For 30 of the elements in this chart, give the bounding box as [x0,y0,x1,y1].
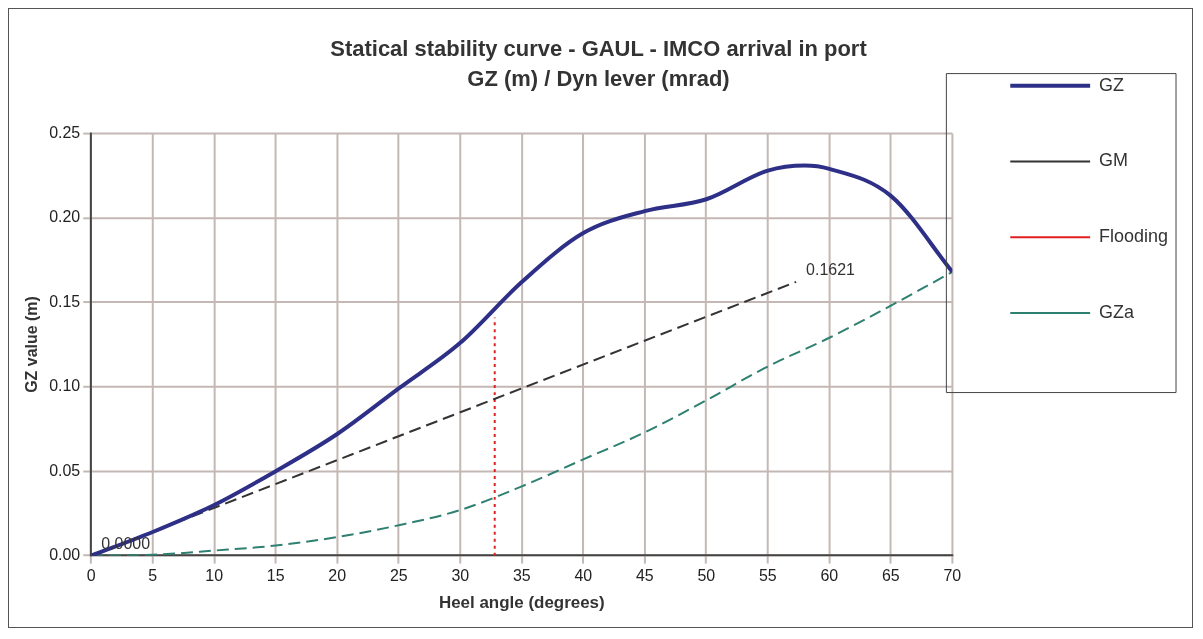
y-tick-label: 0.15 [49,292,81,310]
x-tick-label: 35 [512,566,531,584]
x-tick-label: 70 [943,566,962,584]
y-tick-label: 0.00 [49,546,81,564]
y-tick-label: 0.05 [49,461,81,479]
x-tick-label: 65 [881,566,900,584]
x-tick-label: 45 [635,566,654,584]
x-tick-label: 40 [574,566,593,584]
chart-subtitle: GZ (m) / Dyn lever (mrad) [467,66,730,92]
chart-title: Statical stability curve - GAUL - IMCO arrival in port [330,36,868,62]
y-tick-label: 0.25 [49,123,81,141]
x-tick-label: 20 [328,566,347,584]
x-tick-label: 0 [86,566,96,584]
x-tick-label: 10 [205,566,224,584]
x-tick-label: 30 [451,566,470,584]
x-tick-label: 55 [758,566,777,584]
x-tick-label: 60 [820,566,839,584]
x-tick-label: 15 [266,566,285,584]
y-tick-label: 0.20 [49,208,81,226]
y-tick-label: 0.10 [49,377,81,395]
x-tick-label: 25 [389,566,408,584]
x-axis-title: Heel angle (degrees) [438,592,605,612]
x-tick-label: 50 [697,566,716,584]
x-tick-label: 5 [148,566,158,584]
y-axis-title: GZ value (m) [22,296,40,393]
annotation: 0.1621 [806,261,856,279]
legend-label: GZa [1099,301,1135,322]
legend-label: Flooding [1099,226,1168,247]
legend-label: GM [1099,150,1129,171]
legend-label: GZ [1099,74,1125,95]
